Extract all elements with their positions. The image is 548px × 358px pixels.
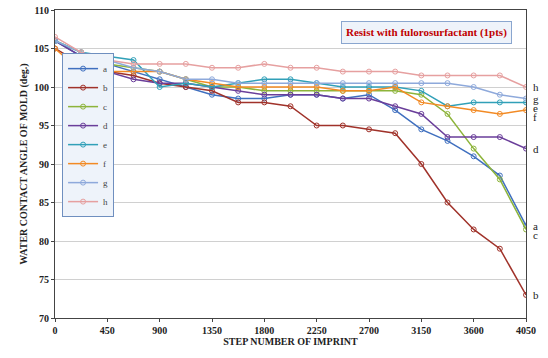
svg-text:b: b [533,289,539,301]
svg-text:85: 85 [39,197,49,208]
svg-text:1350: 1350 [202,325,222,336]
svg-text:450: 450 [100,325,115,336]
svg-text:100: 100 [34,82,49,93]
svg-text:0: 0 [53,325,58,336]
svg-text:h: h [533,81,539,93]
svg-text:4050: 4050 [516,325,536,336]
svg-text:g: g [103,178,108,188]
svg-text:1800: 1800 [254,325,274,336]
svg-text:2250: 2250 [307,325,327,336]
svg-text:110: 110 [35,5,49,16]
svg-text:90: 90 [39,159,49,170]
svg-text:h: h [103,197,108,207]
svg-text:WATER CONTACT ANGLE OF MOLD (d: WATER CONTACT ANGLE OF MOLD (deg.) [18,63,30,264]
svg-text:3150: 3150 [411,325,431,336]
svg-text:c: c [533,229,538,241]
svg-text:a: a [533,220,538,232]
svg-text:Resist with fulorosurfactant (: Resist with fulorosurfactant (1pts) [346,26,507,39]
svg-text:900: 900 [152,325,167,336]
svg-text:95: 95 [39,120,49,131]
svg-text:d: d [103,121,108,131]
svg-text:f: f [103,159,106,169]
svg-text:3600: 3600 [464,325,484,336]
svg-text:e: e [533,102,538,114]
svg-text:STEP NUMBER OF IMPRINT: STEP NUMBER OF IMPRINT [223,336,358,347]
svg-text:f: f [533,111,537,123]
svg-text:105: 105 [34,43,49,54]
svg-text:d: d [533,143,539,155]
svg-text:80: 80 [39,236,49,247]
svg-text:a: a [103,64,107,74]
svg-text:e: e [103,140,107,150]
svg-text:75: 75 [39,274,49,285]
svg-text:b: b [103,83,108,93]
svg-text:g: g [533,93,539,105]
svg-text:c: c [103,102,107,112]
svg-text:70: 70 [39,313,49,324]
svg-text:2700: 2700 [359,325,379,336]
